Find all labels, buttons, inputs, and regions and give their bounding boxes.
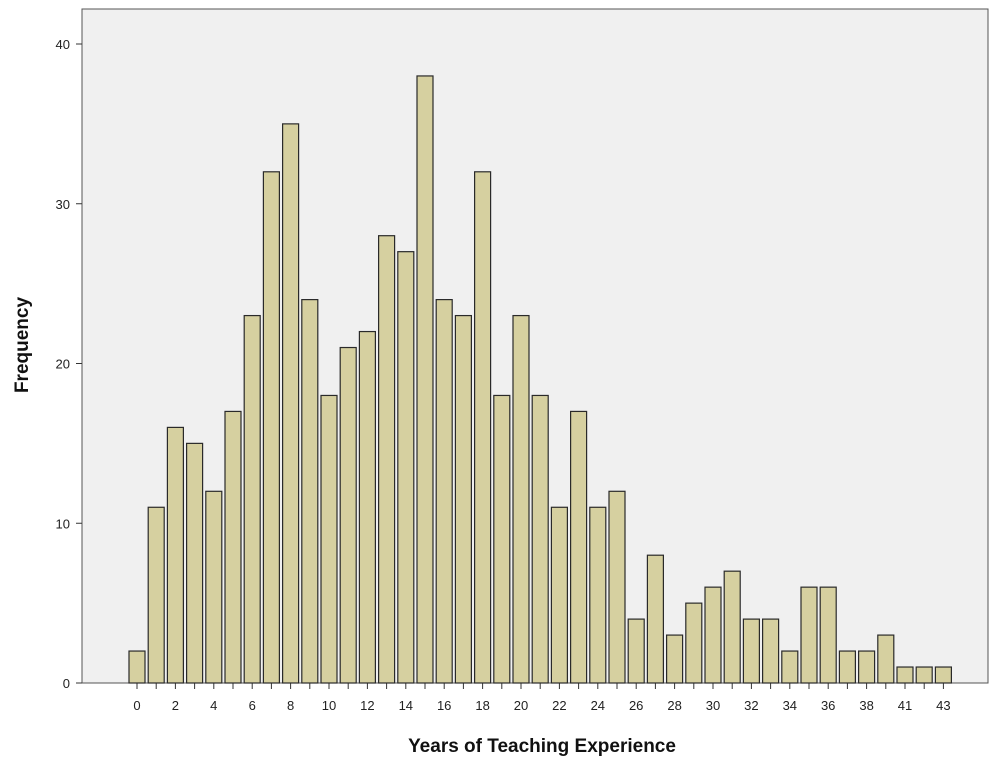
x-tick-label: 26: [629, 698, 643, 713]
bar-4: [205, 490, 223, 684]
bar-29: [685, 602, 703, 684]
bar-28: [665, 634, 684, 684]
y-tick-label: 10: [56, 516, 70, 531]
bar-30: [704, 586, 722, 684]
y-axis-label: Frequency: [12, 297, 33, 394]
x-tick-label: 4: [210, 698, 217, 713]
bar-1: [147, 506, 165, 684]
x-tick-label: 22: [552, 698, 566, 713]
x-tick-label: 16: [437, 698, 451, 713]
bar-11: [339, 346, 357, 684]
x-tick-label: 0: [133, 698, 140, 713]
bar-38: [857, 650, 876, 684]
bar-26: [627, 618, 645, 684]
bar-36: [819, 586, 837, 684]
bar-14: [397, 251, 415, 684]
bar-9: [301, 299, 319, 684]
x-tick-label: 34: [783, 698, 797, 713]
x-axis-label: Years of Teaching Experience: [408, 736, 676, 757]
x-tick-label: 8: [287, 698, 294, 713]
y-tick-label: 30: [56, 197, 70, 212]
bar-27: [646, 554, 665, 684]
x-tick-label: 18: [475, 698, 489, 713]
bar-43: [934, 666, 953, 684]
bar-32: [742, 618, 761, 684]
bar-2: [166, 426, 184, 684]
bar-5: [224, 410, 242, 684]
bar-22: [550, 506, 569, 684]
bar-34: [781, 650, 799, 684]
bar-21: [531, 394, 549, 684]
bars: [128, 75, 953, 684]
bar-13: [378, 235, 396, 684]
x-tick-label: 32: [744, 698, 758, 713]
bar-20: [512, 314, 530, 684]
bar-33: [761, 618, 780, 684]
x-tick-label: 38: [859, 698, 873, 713]
y-tick-label: 0: [63, 676, 70, 691]
y-axis: 0 10 20 30 40: [56, 37, 82, 691]
bar-12: [358, 330, 376, 684]
bar-39: [877, 634, 895, 684]
x-tick-label: 20: [514, 698, 528, 713]
bar-31: [723, 570, 741, 684]
x-tick-label: 30: [706, 698, 720, 713]
bar-8: [282, 123, 300, 684]
bar-17: [454, 314, 472, 684]
x-tick-label: 12: [360, 698, 374, 713]
x-tick-label: 41: [898, 698, 912, 713]
bar-10: [320, 394, 338, 684]
x-tick-label: 6: [249, 698, 256, 713]
bar-35: [800, 586, 818, 684]
x-tick-label: 10: [322, 698, 336, 713]
bar-19: [493, 394, 511, 684]
bar-16: [435, 299, 453, 684]
bar-37: [838, 650, 857, 684]
y-tick-label: 20: [56, 357, 70, 372]
bar-25: [608, 490, 626, 684]
bar-24: [589, 506, 607, 684]
bar-3: [186, 442, 204, 684]
y-tick-label: 40: [56, 37, 70, 52]
x-tick-label: 43: [936, 698, 950, 713]
bar-0: [128, 650, 146, 684]
x-tick-label: 14: [399, 698, 413, 713]
bar-6: [243, 314, 261, 684]
x-axis: 0 2 4 6 8 10 12 14 16 18 20 22 24 26 28 30 32 34 36 38 41 43: [133, 683, 951, 713]
bar-7: [262, 171, 280, 684]
bar-15: [416, 75, 434, 684]
x-tick-label: 28: [667, 698, 681, 713]
x-tick-label: 36: [821, 698, 835, 713]
bar-42: [915, 666, 933, 684]
x-tick-label: 24: [591, 698, 605, 713]
bar-18: [474, 171, 492, 684]
bar-41: [896, 666, 914, 684]
x-tick-label: 2: [172, 698, 179, 713]
bar-23: [569, 410, 588, 684]
